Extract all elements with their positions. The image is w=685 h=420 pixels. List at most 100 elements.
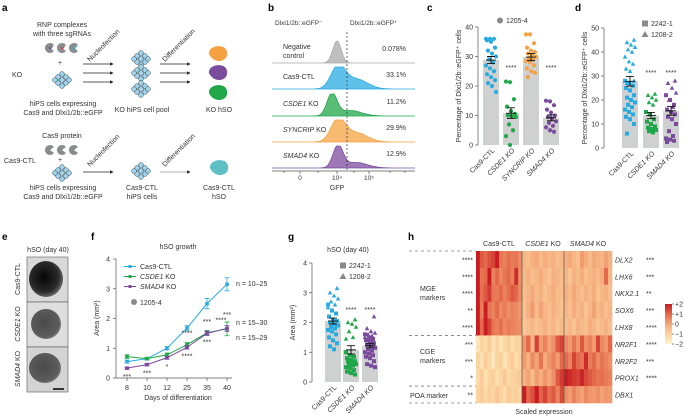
heatmap-cell (572, 301, 577, 319)
heatmap-cell (499, 352, 504, 370)
data-point (505, 113, 511, 118)
data-point (368, 339, 372, 344)
heatmap-cell (530, 284, 535, 302)
heatmap-cell (491, 284, 496, 302)
heatmap-cell (476, 386, 481, 404)
data-point (627, 81, 631, 86)
data-point (371, 353, 375, 358)
heatmap-cell (538, 251, 544, 269)
heatmap-cell (530, 251, 535, 269)
ko-hso-orange-icon (208, 46, 228, 61)
heatmap-cell (592, 369, 597, 387)
cell-icon (138, 86, 144, 92)
data-point (549, 116, 555, 121)
ko-hso-purple-icon (208, 65, 228, 80)
heatmap-cell (564, 318, 569, 336)
heatmap-cell (604, 386, 609, 404)
colorbar-tick-label: +2 (675, 302, 683, 309)
data-point (652, 117, 656, 122)
x-tick-label: 10⁵ (364, 175, 374, 182)
data-point (544, 107, 550, 112)
colorbar-tick-label: −1 (675, 332, 683, 339)
legend-label-1: CSDE1 KO (140, 274, 176, 281)
heatmap-cell (592, 335, 597, 353)
data-point (653, 124, 657, 129)
data-point (628, 88, 632, 93)
data-point (364, 354, 368, 359)
cell-icon (59, 77, 65, 83)
data-point (665, 80, 671, 85)
data-point (653, 97, 659, 102)
heatmap-cell (596, 267, 601, 286)
data-point (623, 78, 627, 83)
heatmap-cell (580, 369, 585, 387)
n-label: n = 15–30 (236, 320, 267, 327)
e-row-cas9-ctl: Cas9-CTL (15, 263, 22, 295)
data-point (492, 45, 498, 50)
heatmap-cell (538, 318, 544, 336)
heatmap-cell (495, 335, 500, 353)
gene-label-NR2F2: NR2F2 (615, 359, 637, 366)
heatmap-cell (530, 301, 535, 319)
heatmap-cell (522, 284, 527, 302)
heatmap-cell (580, 352, 585, 370)
heatmap-cell (518, 335, 523, 353)
left-significance: * (470, 376, 473, 383)
data-point (507, 80, 513, 85)
heatmap-cell (499, 318, 504, 336)
cell-icon (59, 176, 65, 182)
heatmap-cell (596, 251, 601, 269)
heatmap-cell (568, 267, 573, 286)
data-point (644, 110, 648, 114)
gene-label-NR2F1: NR2F1 (615, 342, 637, 349)
row-group-label-0: MGE (420, 286, 436, 293)
significance-stars: *** (203, 319, 211, 326)
panel-label-b: b (268, 3, 274, 14)
heatmap-cell (476, 251, 481, 269)
heatmap-cell (555, 318, 561, 336)
data-point (349, 357, 353, 362)
significance-stars: *** (203, 339, 211, 346)
data-point (365, 342, 369, 347)
heatmap-cell (604, 352, 609, 370)
heatmap-cell (483, 251, 488, 269)
data-point (344, 350, 348, 355)
heatmap-cell (555, 386, 561, 404)
heatmap-cell (502, 352, 507, 370)
left-significance: **** (462, 274, 473, 281)
cell-icon (131, 56, 137, 62)
heatmap-cell (592, 251, 597, 269)
percent-label-2: 11.2% (387, 99, 406, 106)
data-point (368, 329, 374, 334)
data-point (185, 326, 189, 330)
data-point (509, 113, 515, 119)
data-point (548, 110, 554, 115)
data-point (349, 321, 355, 326)
cell-icon (66, 77, 72, 83)
e-row-csde1-ko: CSDE1 KO (15, 306, 22, 342)
row-label-0: Negative (283, 44, 311, 51)
heatmap-cell (491, 301, 496, 319)
heatmap-cell (526, 267, 531, 286)
data-point (352, 317, 358, 322)
data-point (648, 112, 652, 117)
heatmap-cell (495, 284, 500, 302)
ctl-product-line1: Cas9-CTL (203, 185, 235, 192)
row-label-1: Cas9-CTL (283, 74, 315, 81)
heatmap-cell (576, 251, 581, 269)
heatmap-cell (543, 267, 548, 286)
data-point (484, 38, 490, 43)
data-point (550, 123, 556, 128)
heatmap-cell (476, 284, 481, 302)
cas9-ctl-hso-icon (209, 160, 229, 175)
heatmap-cell (514, 251, 519, 269)
row-label-4: SMAD4 KO (283, 153, 320, 160)
row-label-line2-0: control (283, 53, 304, 60)
data-point (664, 93, 668, 98)
heatmap-cell (608, 267, 613, 286)
ko-cell-pool-icon (131, 64, 151, 82)
cell-icon (131, 168, 137, 174)
heatmap-cell (568, 335, 573, 353)
